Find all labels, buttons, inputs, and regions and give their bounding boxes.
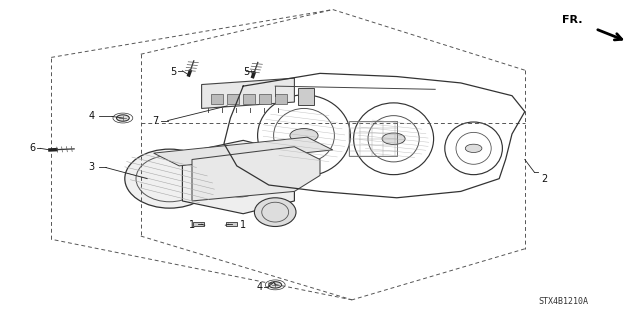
Circle shape [465,144,482,152]
Text: 2: 2 [541,174,547,184]
Circle shape [290,129,318,143]
Ellipse shape [125,149,214,208]
Text: 1: 1 [189,220,195,230]
Ellipse shape [254,198,296,226]
Text: 4: 4 [256,282,262,292]
Bar [259,94,271,104]
Circle shape [116,115,129,121]
Text: 7: 7 [152,116,159,126]
Bar [226,222,237,226]
Text: FR.: FR. [562,15,582,25]
Bar [298,88,314,105]
Bar [243,94,255,104]
Polygon shape [182,140,294,214]
Bar [211,94,223,104]
Polygon shape [192,147,320,201]
Bar [227,94,239,104]
Text: 3: 3 [88,162,95,173]
Bar [275,94,287,104]
Text: 1: 1 [240,220,246,230]
Text: 4: 4 [88,111,95,122]
Circle shape [269,282,282,288]
Text: 5: 5 [170,67,176,77]
Polygon shape [154,137,333,166]
Text: 6: 6 [29,143,35,153]
Circle shape [382,133,405,145]
Text: STX4B1210A: STX4B1210A [539,297,589,306]
Bar [349,121,397,156]
Polygon shape [202,78,294,108]
Bar [193,222,204,226]
Text: 5: 5 [243,67,250,77]
